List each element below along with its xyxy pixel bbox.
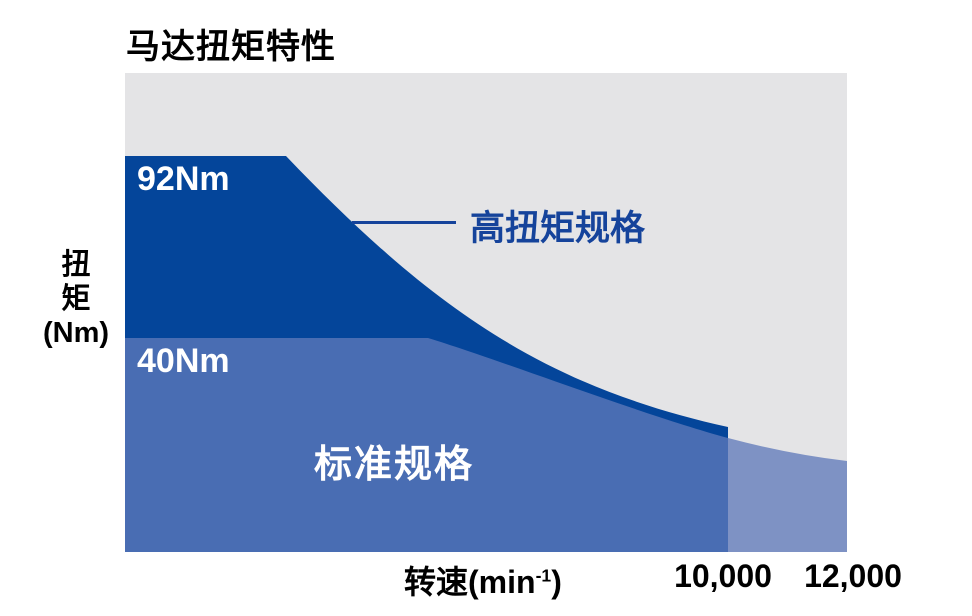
x-axis-label-text: 转速(min	[404, 564, 536, 600]
standard-peak-value: 40Nm	[137, 342, 230, 380]
high-torque-peak-value: 92Nm	[137, 160, 230, 198]
x-tick-12000: 12,000	[804, 558, 902, 594]
y-axis-label: 扭 矩 (Nm)	[24, 248, 128, 350]
standard-series-label: 标准规格	[314, 444, 475, 486]
high-torque-series-label: 高扭矩规格	[470, 209, 646, 248]
standard-area	[125, 338, 847, 552]
y-axis-label-line1: 扭	[61, 249, 91, 281]
x-axis-label-close: )	[551, 564, 562, 600]
y-axis-label-line3: (Nm)	[42, 317, 110, 349]
chart-title: 马达扭矩特性	[126, 28, 336, 66]
y-axis-label-line2: 矩	[61, 283, 91, 315]
x-tick-10000: 10,000	[674, 558, 772, 594]
x-axis-label-superscript: -1	[535, 565, 552, 586]
x-axis-label: 转速(min-1)	[404, 557, 562, 603]
